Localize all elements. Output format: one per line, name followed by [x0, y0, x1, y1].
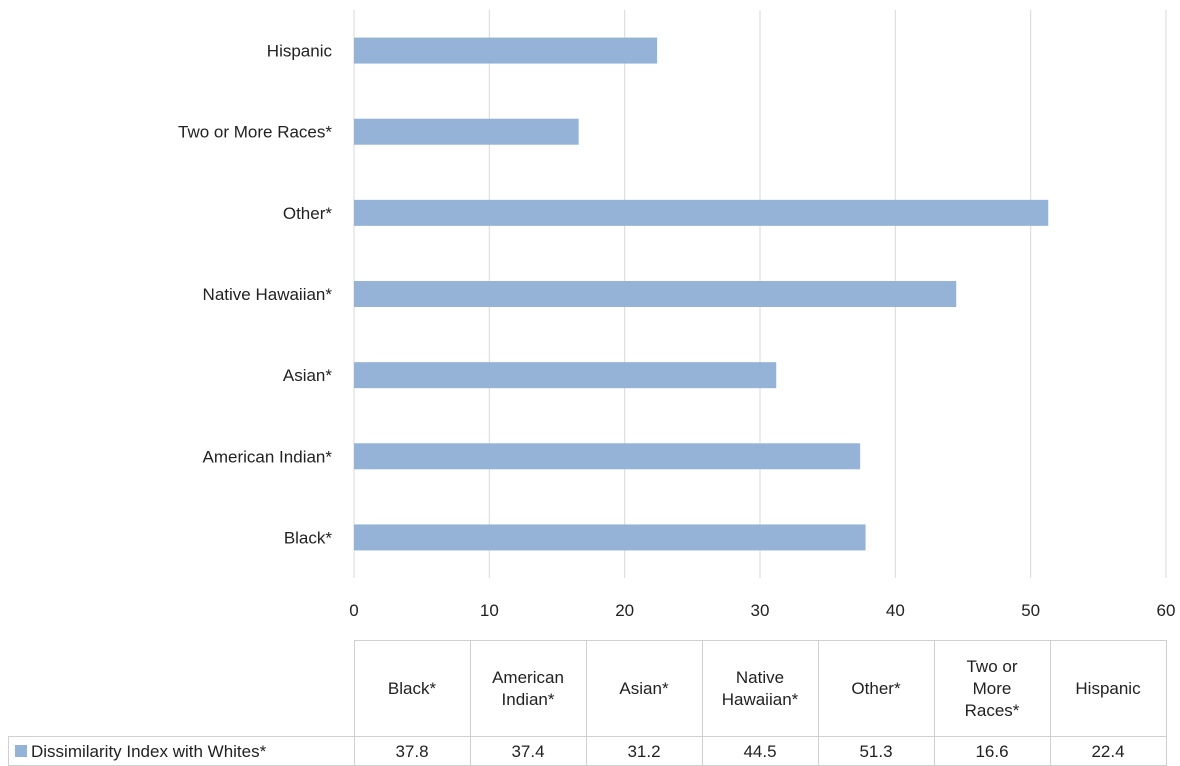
category-label: Two or More Races* [178, 123, 332, 142]
bar [354, 118, 579, 145]
category-label: Native Hawaiian* [203, 285, 333, 304]
table-header-cell: Races* [965, 701, 1020, 720]
table-value-cell: 51.3 [859, 742, 892, 761]
table-header-cell: Asian* [619, 679, 669, 698]
x-tick-label: 0 [349, 601, 358, 620]
bar [354, 199, 1049, 226]
table-header-cell: American [492, 668, 564, 687]
category-label: Asian* [283, 366, 333, 385]
table-header-cell: More [973, 679, 1012, 698]
bar [354, 362, 777, 389]
table-header-cell: Hispanic [1075, 679, 1141, 698]
category-label: American Indian* [203, 447, 333, 466]
legend-swatch [15, 745, 27, 757]
legend-series-name: Dissimilarity Index with Whites* [31, 742, 267, 761]
table-value-cell: 37.4 [511, 742, 544, 761]
x-tick-label: 10 [480, 601, 499, 620]
category-label: Other* [283, 204, 333, 223]
table-value-cell: 22.4 [1091, 742, 1124, 761]
table-header-cell: Indian* [502, 690, 555, 709]
x-tick-label: 20 [615, 601, 634, 620]
table-value-cell: 44.5 [743, 742, 776, 761]
table-header-cell: Hawaiian* [722, 690, 799, 709]
bar [354, 37, 658, 64]
x-axis-ticks: 0 10 20 30 40 50 60 [349, 601, 1175, 620]
table-value-cell: 16.6 [975, 742, 1008, 761]
table-header-cell: Two or [966, 657, 1017, 676]
category-labels: Black* American Indian* Asian* Native Hawai… [178, 42, 332, 548]
category-label: Black* [284, 528, 333, 547]
table-header-cell: Native [736, 668, 784, 687]
bar [354, 281, 957, 307]
table-value-cell: 31.2 [627, 742, 660, 761]
table-header-cell: Other* [851, 679, 901, 698]
x-tick-label: 30 [751, 601, 770, 620]
bar [354, 443, 861, 470]
bars [354, 37, 1049, 551]
x-tick-label: 40 [886, 601, 905, 620]
table-header-cell: Black* [388, 679, 437, 698]
bar [354, 524, 866, 551]
x-tick-label: 50 [1021, 601, 1040, 620]
data-table: Black* American Indian* Asian* Native Hawaiia… [8, 640, 1167, 766]
category-label: Hispanic [267, 42, 333, 61]
table-value-cell: 37.8 [395, 742, 428, 761]
x-tick-label: 60 [1157, 601, 1176, 620]
